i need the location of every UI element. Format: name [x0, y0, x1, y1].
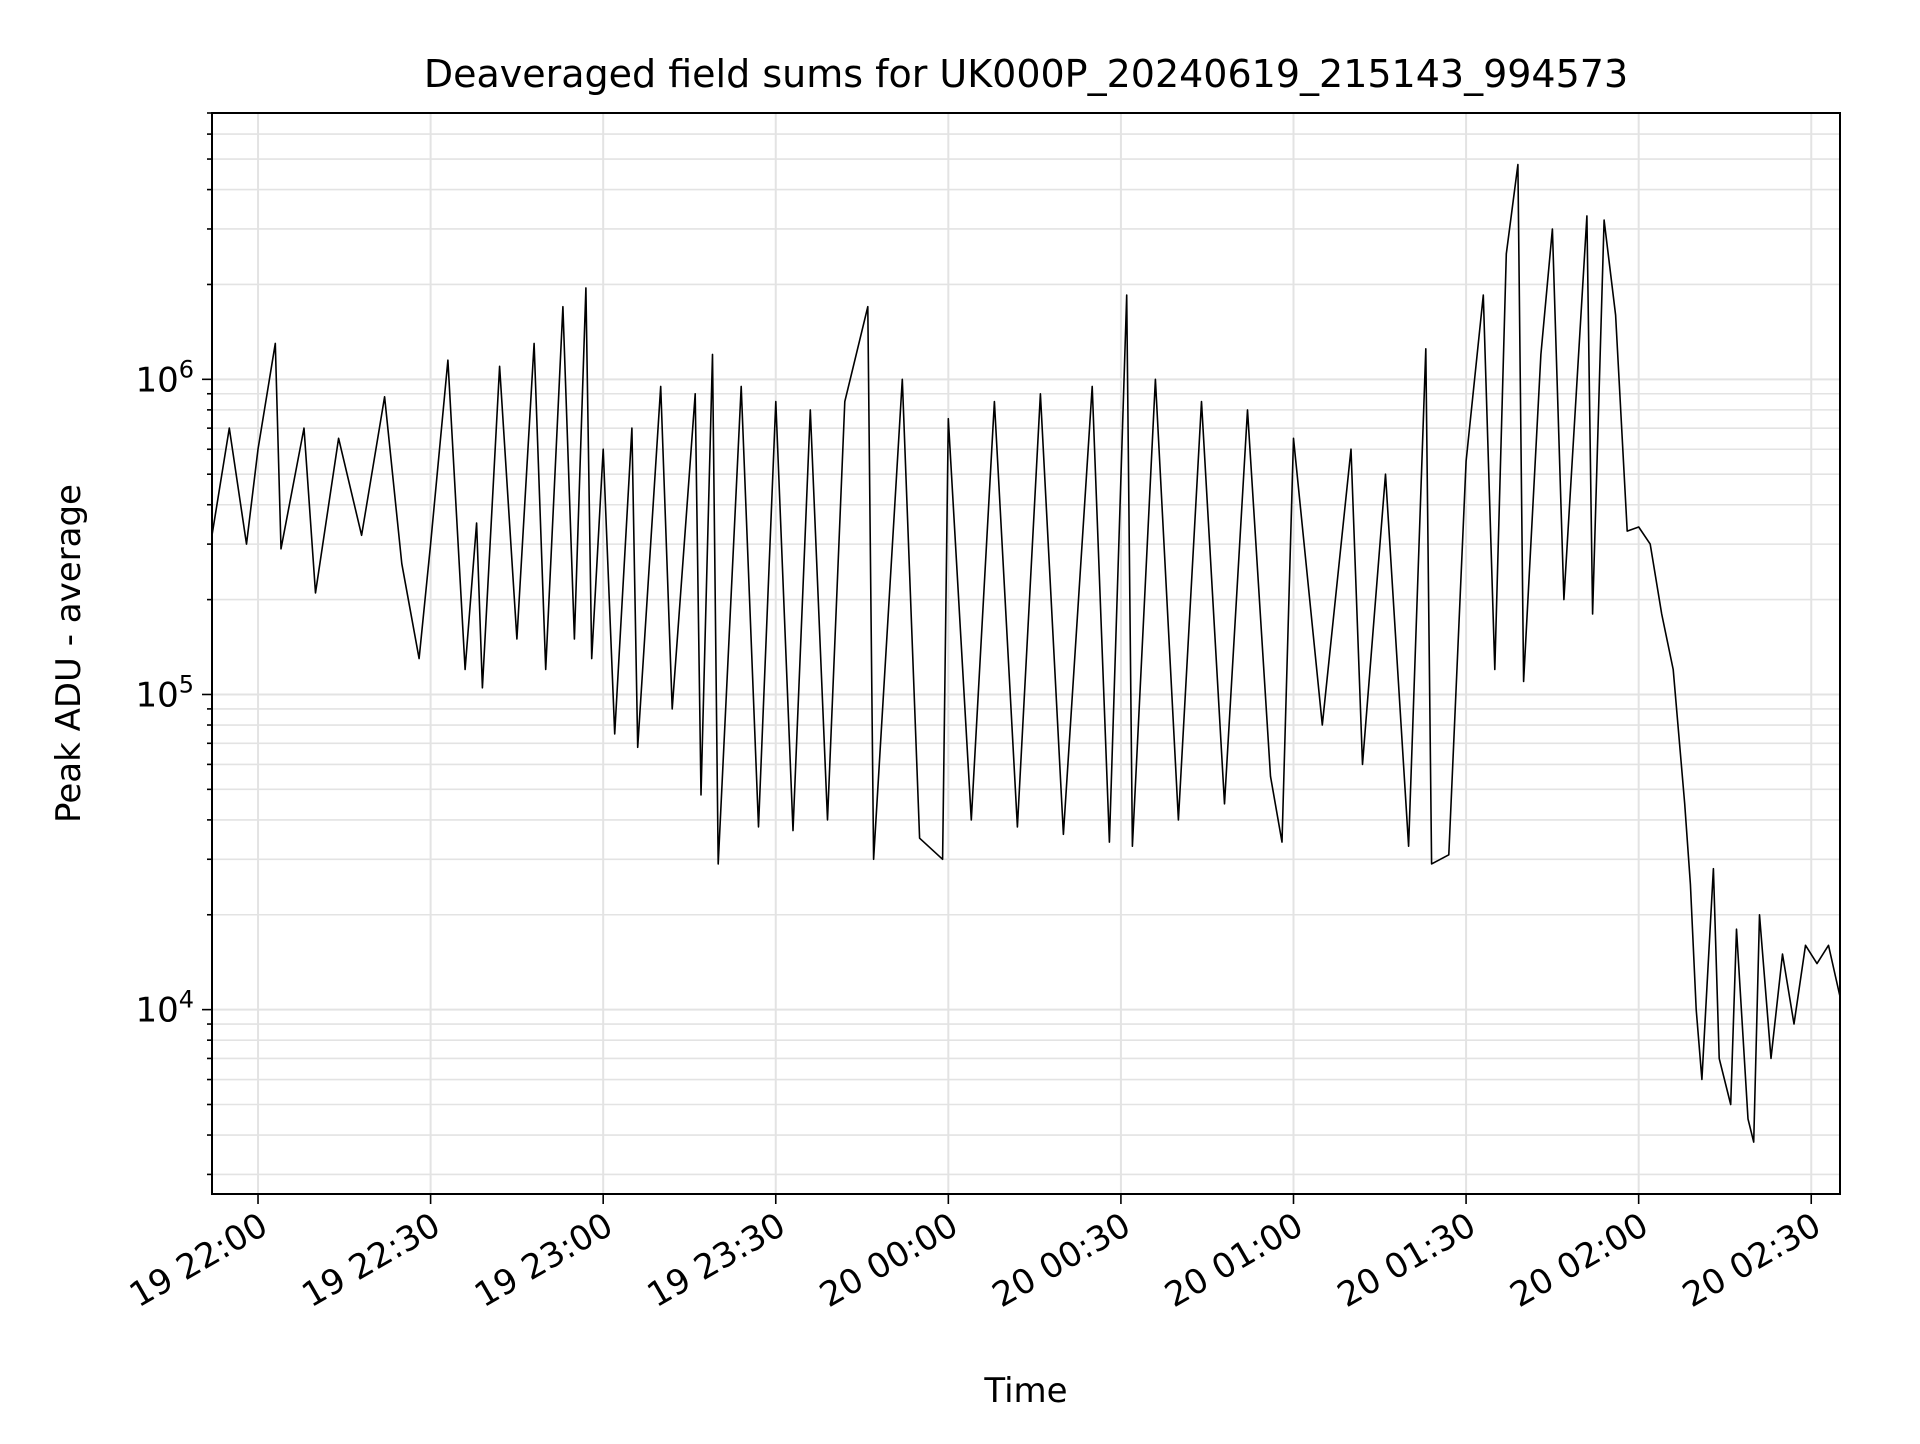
y-tick-label: 105 [135, 670, 194, 715]
x-axis-label: Time [983, 1371, 1067, 1411]
y-tick-label: 106 [135, 355, 194, 400]
plot-frame [211, 112, 1841, 1195]
series-line [212, 163, 1840, 1143]
series-layer [212, 163, 1840, 1143]
y-tick-label: 104 [135, 986, 194, 1031]
y-axis-label: Peak ADU - average [49, 484, 89, 823]
grid [212, 112, 1840, 1194]
chart-title: Deaveraged field sums for UK000P_2024061… [424, 52, 1628, 96]
